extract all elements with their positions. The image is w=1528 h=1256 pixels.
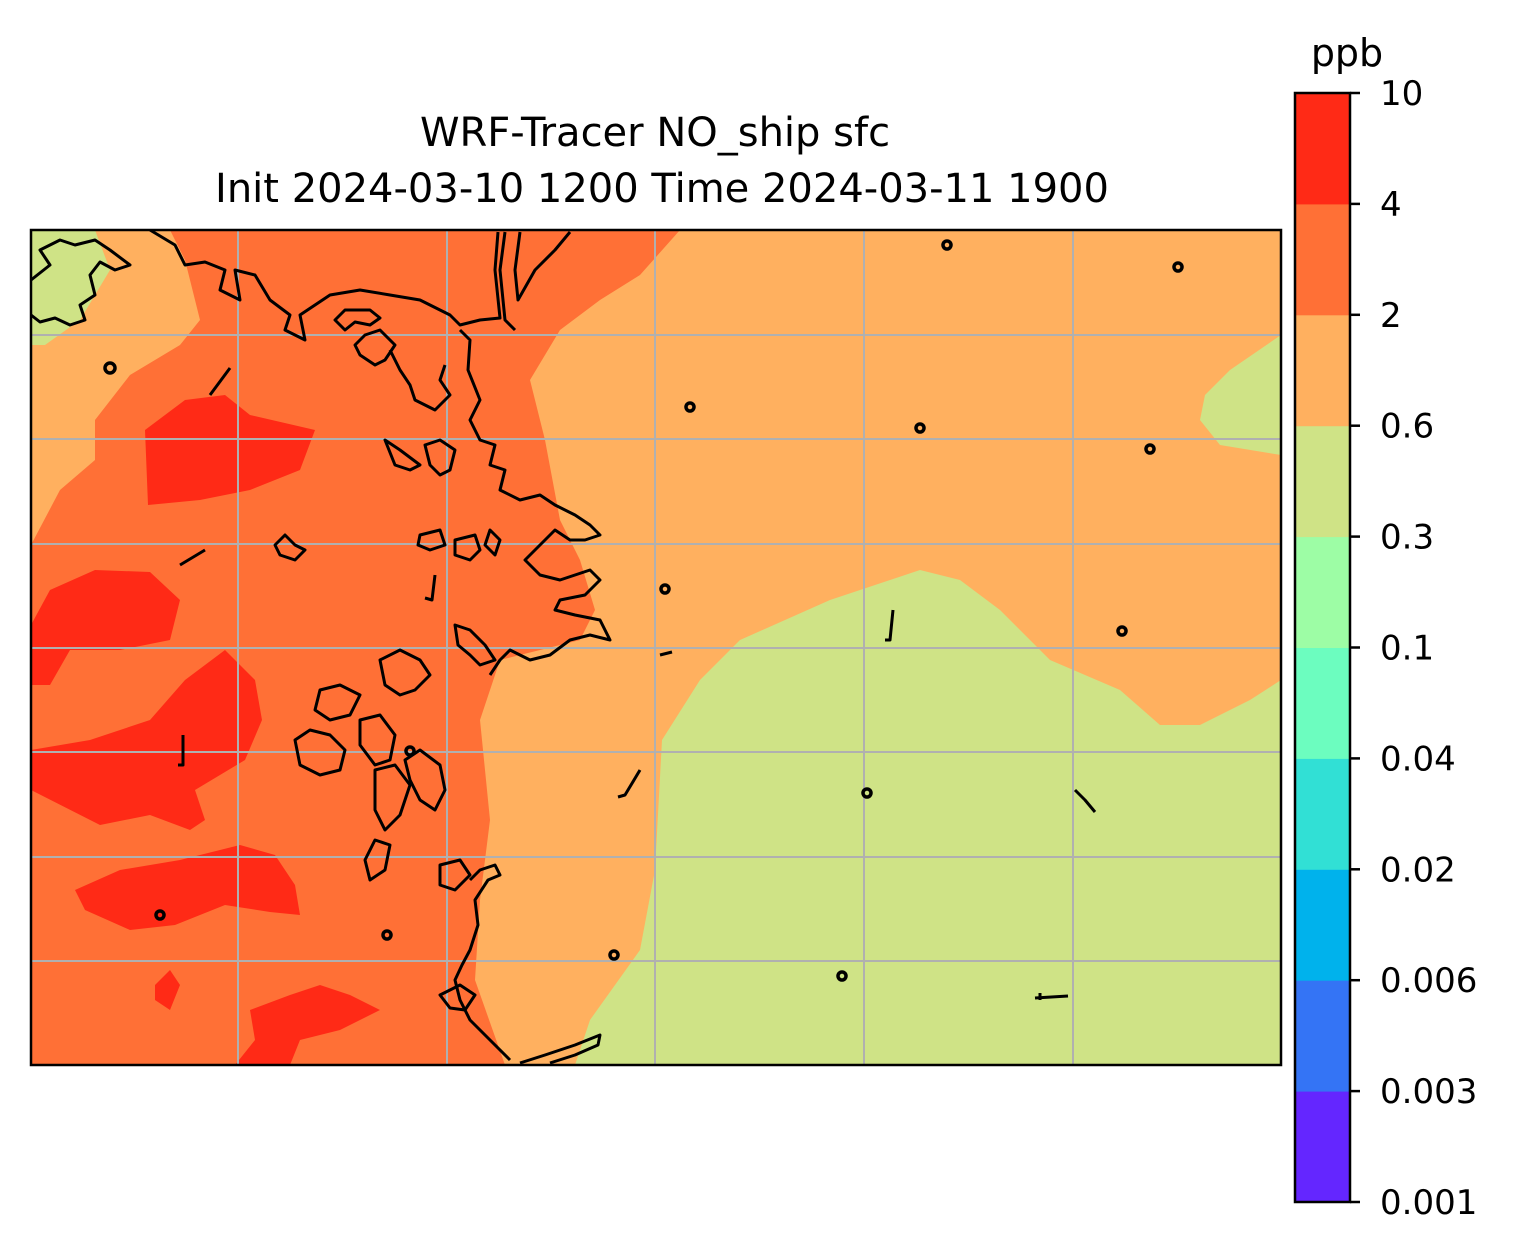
colorbar-segment <box>1295 980 1350 1092</box>
region-0-3-to-0-6-northwest <box>31 230 110 345</box>
colorbar-segment <box>1295 758 1350 870</box>
region-4-to-10-d <box>75 845 300 930</box>
map-panel <box>31 230 1281 1065</box>
colorbar-segment <box>1295 314 1350 427</box>
colorbar-tick-label: 0.04 <box>1380 739 1456 779</box>
region-4-to-10-a <box>145 395 315 505</box>
colorbar-tick-label: 4 <box>1380 185 1402 225</box>
colorbar-segment <box>1295 647 1350 759</box>
island-markers <box>103 239 1184 982</box>
coastline <box>31 230 1097 1065</box>
region-0-3-to-0-6-east <box>575 570 1281 1065</box>
colorbar-segment <box>1295 203 1350 316</box>
colorbar-segment <box>1295 869 1350 981</box>
region-4-to-10-e <box>155 970 180 1010</box>
colorbar-segment <box>1295 1091 1350 1203</box>
colorbar-tick-label: 0.02 <box>1380 850 1456 890</box>
region-4-to-10-b <box>31 570 180 685</box>
colorbar-tick-label: 0.6 <box>1380 407 1434 447</box>
region-0-3-to-0-6-northeast <box>1200 335 1281 455</box>
map-frame <box>29 228 1283 1067</box>
region-4-to-10-c <box>31 650 262 830</box>
chart-title: WRF-Tracer NO_ship sfc <box>420 110 890 156</box>
colorbar-tick-label: 10 <box>1380 74 1423 114</box>
colorbar-segment <box>1295 425 1350 538</box>
colorbar-tick-label: 0.3 <box>1380 518 1434 558</box>
colorbar: 0.001 0.003 0.006 0.02 0.04 0.1 0.3 0.6 2 4 10 <box>1293 74 1477 1223</box>
region-4-to-10-f <box>235 985 380 1065</box>
colorbar-tick-label: 0.006 <box>1380 961 1477 1001</box>
colorbar-tick-label: 0.003 <box>1380 1072 1477 1112</box>
gridlines <box>31 230 1281 1065</box>
colorbar-tick-label: 0.1 <box>1380 629 1434 669</box>
chart-subtitle: Init 2024-03-10 1200 Time 2024-03-11 190… <box>215 166 1109 212</box>
colorbar-segment <box>1295 93 1350 205</box>
colorbar-tick-label: 2 <box>1380 296 1402 336</box>
colorbar-unit-label: ppb <box>1311 31 1383 75</box>
colorbar-segment <box>1295 536 1350 648</box>
colorbar-tick-label: 0.001 <box>1380 1183 1477 1223</box>
